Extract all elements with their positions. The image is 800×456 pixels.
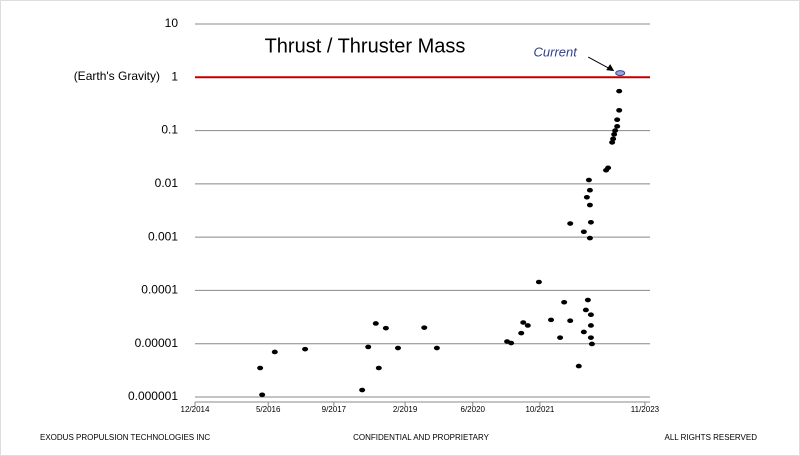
- point: [612, 128, 619, 133]
- point: [433, 345, 440, 351]
- y-tick-label: 0.00001: [135, 336, 179, 350]
- point: [259, 392, 266, 398]
- point: [567, 221, 574, 226]
- reference-label: (Earth's Gravity): [74, 69, 160, 83]
- chart-title: Thrust / Thruster Mass: [265, 35, 466, 57]
- footer-left: EXODUS PROPULSION TECHNOLOGIES INC: [40, 433, 210, 442]
- point: [567, 318, 574, 324]
- y-tick-label: 0.0001: [141, 283, 178, 297]
- point: [302, 346, 309, 352]
- point: [582, 307, 589, 313]
- point: [609, 140, 616, 145]
- point: [508, 340, 515, 346]
- point: [614, 117, 621, 122]
- point: [588, 341, 595, 347]
- point: [611, 132, 618, 137]
- arrow-head: [606, 64, 615, 72]
- point: [583, 194, 590, 200]
- point: [587, 323, 594, 328]
- x-tick-label: 6/2020: [461, 405, 486, 414]
- point: [524, 323, 531, 328]
- footer-center: CONFIDENTIAL AND PROPRIETARY: [353, 433, 490, 442]
- point: [421, 325, 428, 330]
- x-tick-label: 5/2016: [256, 405, 281, 414]
- point: [587, 312, 594, 318]
- point: [561, 299, 568, 305]
- y-tick-label: 1: [171, 69, 178, 83]
- x-tick-label: 11/2023: [631, 405, 660, 414]
- point: [614, 124, 621, 129]
- point: [518, 330, 525, 336]
- point: [395, 345, 402, 351]
- point: [616, 108, 623, 113]
- y-tick-label: 10: [165, 16, 179, 30]
- point: [359, 387, 366, 393]
- point: [271, 349, 278, 355]
- x-tick-label: 2/2019: [393, 405, 418, 414]
- point: [382, 325, 389, 331]
- point: [535, 279, 542, 285]
- point: [586, 202, 593, 208]
- point: [580, 229, 587, 235]
- point: [375, 365, 382, 371]
- point: [587, 219, 594, 225]
- point: [548, 317, 555, 323]
- point: [257, 365, 264, 371]
- point: [557, 335, 564, 340]
- y-tick-label: 0.000001: [128, 389, 178, 403]
- x-tick-label: 12/2014: [181, 405, 210, 414]
- point: [605, 165, 612, 171]
- point: [586, 187, 593, 193]
- y-tick-label: 0.1: [161, 123, 178, 137]
- point: [586, 235, 593, 241]
- point: [610, 136, 617, 142]
- point: [575, 363, 582, 369]
- footer-right: ALL RIGHTS RESERVED: [665, 433, 758, 442]
- point: [372, 321, 379, 326]
- point: [616, 88, 623, 94]
- point: [587, 335, 594, 340]
- y-tick-label: 0.01: [155, 176, 179, 190]
- point: [584, 297, 591, 303]
- point: [365, 344, 372, 350]
- y-tick-label: 0.001: [148, 229, 178, 243]
- point: [520, 320, 527, 325]
- current-point: [615, 70, 626, 77]
- x-tick-label: 10/2021: [525, 405, 554, 414]
- point: [580, 329, 587, 335]
- annotation: Current: [534, 45, 579, 60]
- x-tick-label: 9/2017: [322, 405, 347, 414]
- point: [585, 177, 592, 183]
